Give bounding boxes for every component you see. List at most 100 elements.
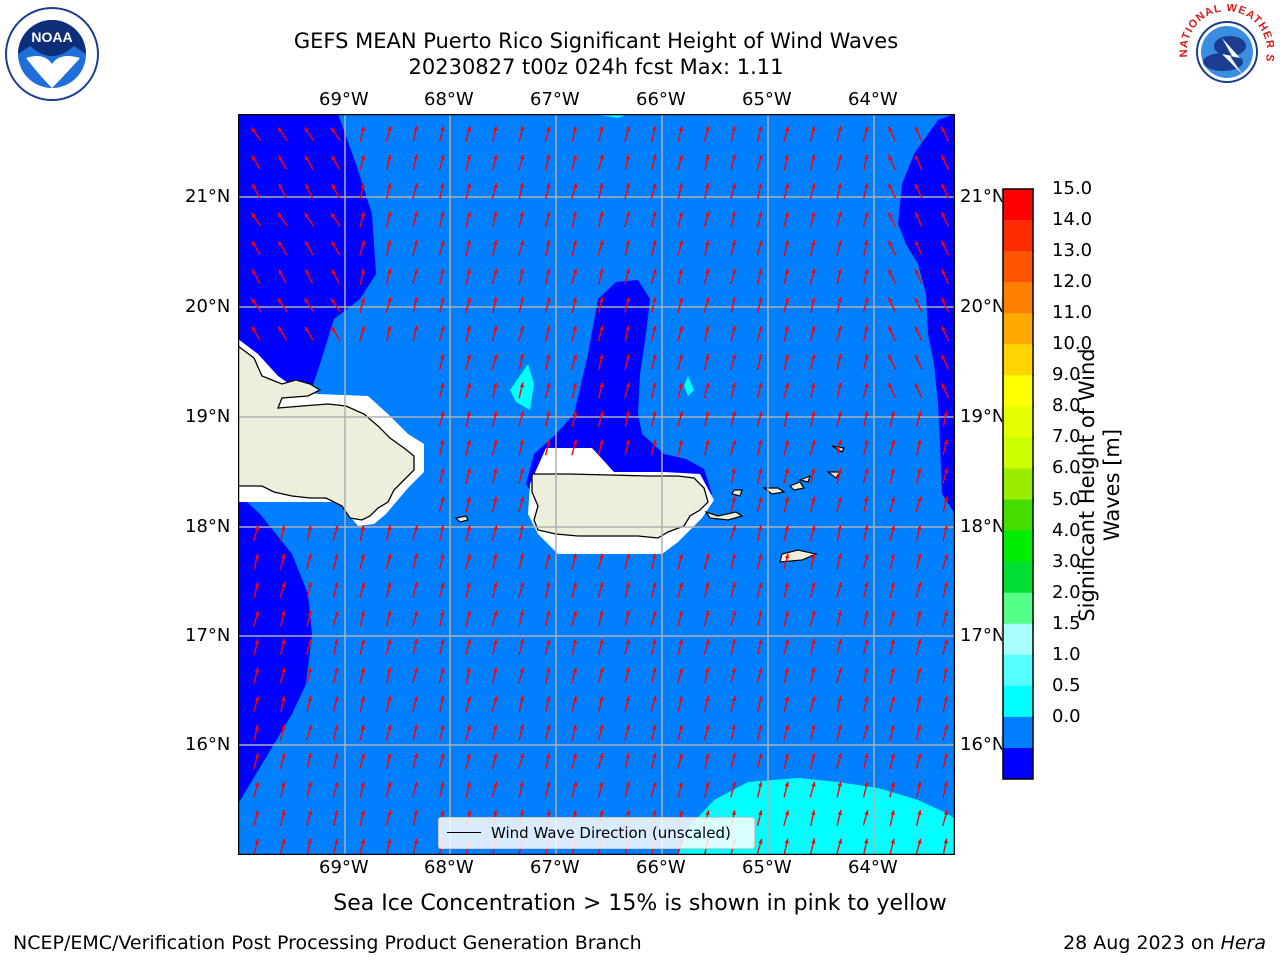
wind-wave-arrowhead: [254, 810, 259, 815]
wind-wave-arrowhead: [811, 582, 816, 588]
wind-wave-arrowhead: [334, 667, 339, 673]
wind-wave-arrowhead: [758, 183, 763, 188]
wind-wave-arrowhead: [758, 838, 763, 844]
wind-wave-arrowhead: [678, 297, 683, 303]
colorbar-band: [1003, 747, 1033, 780]
wind-wave-arrowhead: [278, 241, 283, 247]
wind-wave-arrowhead: [731, 667, 736, 673]
wind-wave-arrowhead: [811, 810, 816, 815]
wind-wave-arrowhead: [304, 127, 309, 133]
wind-wave-arrowhead: [599, 667, 604, 673]
wind-wave-arrowhead: [360, 240, 366, 246]
wind-wave-arrowhead: [572, 411, 577, 417]
map-plot[interactable]: [238, 114, 955, 855]
wind-wave-arrowhead: [360, 211, 365, 217]
wind-wave-arrowhead: [705, 325, 710, 331]
wind-wave-arrowhead: [943, 810, 949, 816]
wind-wave-arrowhead: [917, 724, 922, 730]
wind-wave-arrowhead: [281, 724, 286, 730]
wind-wave-arrowhead: [784, 439, 789, 445]
wind-wave-arrowhead: [493, 468, 498, 473]
map-legend: Wind Wave Direction (unscaled): [438, 817, 755, 849]
wind-wave-arrowhead: [334, 525, 339, 531]
colorbar-band: [1003, 716, 1033, 749]
wind-wave-arrowhead: [705, 183, 710, 189]
lon-label-top: 69°W: [319, 89, 369, 110]
wind-wave-arrowhead: [917, 610, 922, 616]
wind-wave-arrowhead: [360, 154, 366, 160]
lat-label-right: 20°N: [960, 296, 1002, 317]
wind-wave-arrowhead: [731, 325, 736, 331]
lat-label-right: 16°N: [960, 734, 1002, 755]
wind-wave-arrowhead: [784, 382, 790, 388]
wind-wave-arrowhead: [304, 298, 309, 304]
wind-wave-arrowhead: [864, 183, 869, 189]
wind-wave-arrowhead: [281, 667, 286, 673]
wind-wave-arrowhead: [519, 525, 524, 530]
wind-wave-arrowhead: [331, 241, 336, 247]
wind-wave-arrowhead: [915, 383, 919, 389]
wind-wave-arrowhead: [652, 639, 657, 644]
wind-wave-arrowhead: [625, 753, 630, 758]
wind-wave-arrowhead: [811, 838, 816, 844]
wind-wave-arrowhead: [811, 639, 816, 644]
wind-wave-arrowhead: [890, 582, 895, 588]
wind-wave-arrowhead: [890, 667, 895, 673]
wind-wave-arrowhead: [652, 211, 657, 217]
wind-wave-arrowhead: [546, 439, 551, 445]
wind-wave-arrowhead: [331, 155, 336, 161]
wind-wave-arrowhead: [546, 297, 551, 303]
wind-wave-arrowhead: [811, 496, 816, 502]
wind-wave-arrowhead: [837, 781, 842, 787]
wind-wave-arrowhead: [915, 212, 919, 218]
noaa-logo-text: NOAA: [31, 29, 72, 45]
lat-labels-right: 21°N 20°N 19°N 18°N 17°N 16°N: [958, 0, 1002, 960]
wind-wave-arrowhead: [387, 667, 392, 673]
wind-wave-arrowhead: [890, 724, 895, 730]
sea-ice-note: Sea Ice Concentration > 15% is shown in …: [0, 891, 1280, 917]
wind-wave-arrowhead: [440, 154, 445, 160]
wind-wave-arrowhead: [440, 639, 445, 645]
wind-wave-arrowhead: [440, 411, 445, 417]
wind-wave-arrowhead: [731, 696, 737, 702]
wind-wave-arrowhead: [278, 183, 283, 189]
wind-wave-arrowhead: [784, 468, 790, 474]
wind-wave-arrowhead: [278, 269, 283, 275]
nws-logo[interactable]: NATIONAL WEATHER SERVICE: [1174, 0, 1276, 100]
wind-wave-arrowhead: [625, 781, 630, 787]
wind-wave-arrowhead: [307, 696, 312, 702]
wind-wave-arrowhead: [493, 154, 498, 160]
wind-wave-arrowhead: [466, 240, 471, 245]
noaa-logo[interactable]: NOAA: [4, 6, 100, 102]
wind-wave-arrowhead: [941, 326, 946, 332]
colorbar-band: [1003, 313, 1033, 345]
wind-wave-arrowhead: [546, 126, 551, 132]
wind-wave-arrowhead: [334, 582, 339, 588]
wind-wave-arrowhead: [652, 439, 657, 445]
wind-wave-arrowhead: [334, 610, 339, 616]
wind-wave-arrowhead: [864, 781, 869, 787]
wind-wave-arrowhead: [599, 724, 604, 730]
wind-wave-arrowhead: [572, 183, 578, 189]
wind-wave-arrowhead: [281, 639, 286, 645]
wind-wave-arrowhead: [915, 183, 919, 189]
wind-wave-arrowhead: [387, 126, 392, 132]
wind-wave-arrowhead: [440, 781, 445, 787]
wind-wave-arrowhead: [519, 354, 524, 359]
footer-left: NCEP/EMC/Verification Post Processing Pr…: [13, 932, 642, 954]
wind-wave-arrowhead: [519, 325, 525, 331]
colorbar-tick-label: 7.0: [1052, 426, 1081, 448]
wind-wave-arrowhead: [572, 268, 578, 274]
wind-wave-arrowhead: [625, 240, 630, 245]
wind-wave-arrowhead: [281, 610, 286, 616]
wind-wave-arrowhead: [519, 810, 524, 816]
wind-wave-arrowhead: [837, 297, 842, 303]
lon-label-top: 65°W: [742, 89, 792, 110]
wind-wave-arrowhead: [811, 268, 816, 274]
wind-wave-arrowhead: [625, 382, 631, 388]
wind-wave-arrowhead: [758, 154, 763, 160]
wind-wave-arrowhead: [678, 610, 683, 616]
footer-machine: Hera: [1220, 932, 1266, 954]
colorbar-band: [1003, 685, 1033, 718]
wind-wave-arrowhead: [731, 154, 736, 160]
